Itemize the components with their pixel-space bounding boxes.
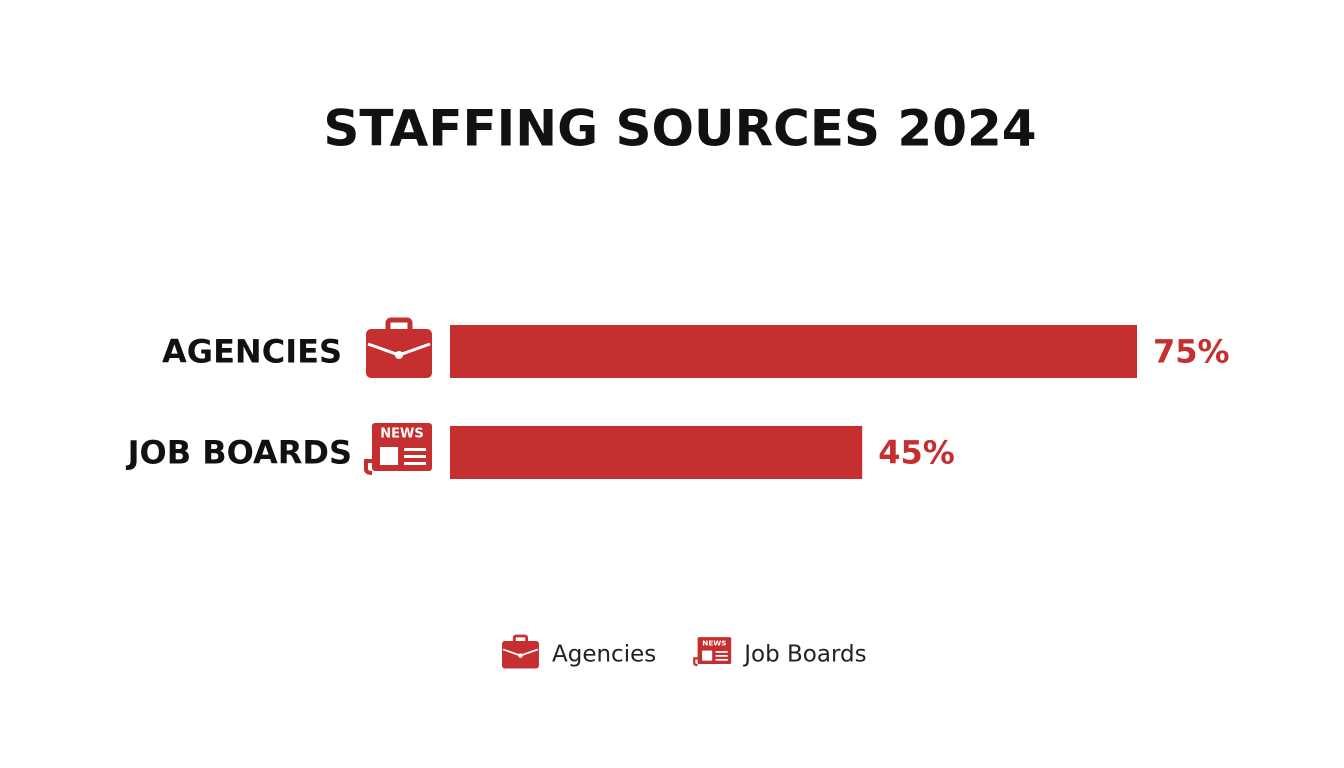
chart-title: STAFFING SOURCES 2024 — [323, 100, 1036, 158]
bar — [450, 426, 863, 479]
category-label: AGENCIES — [162, 333, 342, 371]
newspaper-icon: NEWS — [693, 637, 732, 667]
value-label: 75% — [1153, 333, 1230, 371]
icon-rule — [715, 651, 728, 653]
icon-rule — [715, 655, 728, 657]
briefcase-icon — [502, 634, 539, 669]
icon-rule — [404, 455, 426, 458]
icon-clasp — [395, 351, 403, 359]
icon-clasp — [518, 653, 523, 658]
value-label: 45% — [878, 434, 955, 472]
category-label: JOB BOARDS — [126, 434, 352, 472]
bar — [450, 325, 1137, 378]
newspaper-icon: NEWS — [364, 423, 432, 475]
icon-photo — [702, 650, 713, 661]
icon-rule — [404, 462, 426, 465]
legend-label: Agencies — [552, 642, 656, 668]
icon-fold — [693, 657, 699, 667]
icon-photo — [380, 447, 398, 465]
icon-rule — [404, 448, 426, 451]
icon-rule — [715, 658, 728, 661]
icon-text: NEWS — [702, 638, 726, 647]
icon-fold — [364, 459, 374, 475]
icon-text: NEWS — [380, 427, 423, 442]
legend-label: Job Boards — [742, 642, 866, 668]
briefcase-icon — [366, 317, 432, 378]
